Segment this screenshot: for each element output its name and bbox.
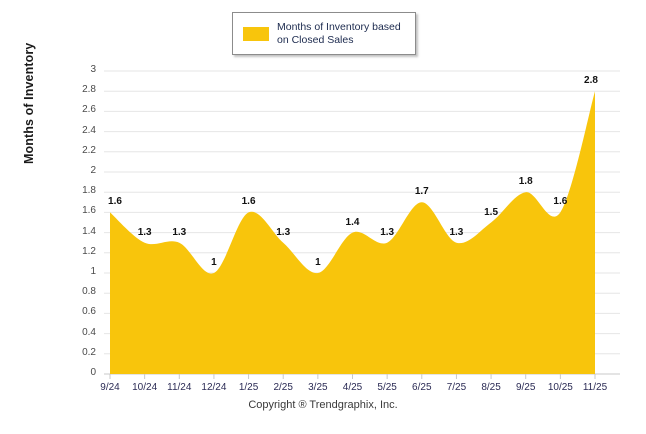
x-axis-tick-label: 7/25 <box>446 382 467 393</box>
x-axis-tick-label: 8/25 <box>481 382 501 393</box>
y-axis-tick-label: 2 <box>90 165 96 176</box>
data-point-label: 1.7 <box>414 186 429 198</box>
data-point-label: 1.3 <box>276 226 291 238</box>
x-axis-ticks <box>109 374 596 379</box>
x-axis-tick-label: 9/24 <box>100 382 120 393</box>
x-axis-tick-label: 2/25 <box>273 382 293 393</box>
y-axis-tick-label: 1 <box>90 266 96 277</box>
x-axis-tick-label: 3/25 <box>308 382 328 393</box>
y-axis-tick-label: 1.8 <box>82 185 96 197</box>
y-axis-tick-label: 2.8 <box>82 84 96 96</box>
x-axis-tick-label: 1/25 <box>238 382 259 393</box>
x-axis-tick-label: 11/25 <box>582 382 608 393</box>
x-axis-tick-label: 11/24 <box>167 382 192 393</box>
data-point-label: 1.3 <box>449 226 464 238</box>
data-point-label: 1.3 <box>137 226 152 238</box>
data-point-label: 1.6 <box>241 196 256 208</box>
x-axis-tick-label: 4/25 <box>342 382 363 393</box>
x-axis-tick-label: 12/24 <box>201 382 227 393</box>
data-point-label: 1.6 <box>108 196 122 208</box>
y-axis-tick-label: 1.2 <box>82 245 96 257</box>
data-point-label: 1 <box>315 257 321 268</box>
data-point-label: 2.8 <box>584 75 598 87</box>
x-axis-tick-label: 10/24 <box>132 382 158 393</box>
chart-legend: Months of Inventory based on Closed Sale… <box>232 12 416 55</box>
data-point-label: 1.4 <box>345 216 360 228</box>
data-point-label: 1.3 <box>380 226 395 238</box>
data-point-label: 1.6 <box>553 196 568 208</box>
y-axis-tick-label: 2.2 <box>82 144 96 156</box>
legend-color-swatch <box>243 26 269 41</box>
y-axis-tick-label: 0 <box>90 367 96 378</box>
y-axis-tick-label: 1.6 <box>82 205 96 217</box>
data-point-label: 1.3 <box>172 226 187 238</box>
copyright-text: Copyright ® Trendgraphix, Inc. <box>248 399 398 411</box>
y-axis-tick-label: 0.4 <box>82 326 96 338</box>
x-axis-tick-label: 6/25 <box>412 382 432 393</box>
area-series-path <box>110 91 595 374</box>
y-axis-tick-label: 0.2 <box>82 346 96 358</box>
data-point-label: 1.8 <box>518 176 533 188</box>
y-axis-tick-label: 0.8 <box>82 286 96 298</box>
data-point-label: 1 <box>211 257 217 268</box>
data-point-label: 1.5 <box>484 206 499 218</box>
y-axis-tick-label: 1.4 <box>82 225 96 237</box>
x-axis-tick-label: 10/25 <box>547 382 573 393</box>
y-axis-tick-label: 2.6 <box>82 104 96 116</box>
legend-label: Months of Inventory based on Closed Sale… <box>277 21 401 46</box>
y-axis-tick-label: 2.4 <box>82 124 96 136</box>
y-axis-tick-label: 0.6 <box>82 306 96 318</box>
y-axis-tick-label: 3 <box>90 64 96 75</box>
x-axis-tick-label: 9/25 <box>515 382 536 393</box>
x-axis-tick-label: 5/25 <box>377 382 397 393</box>
